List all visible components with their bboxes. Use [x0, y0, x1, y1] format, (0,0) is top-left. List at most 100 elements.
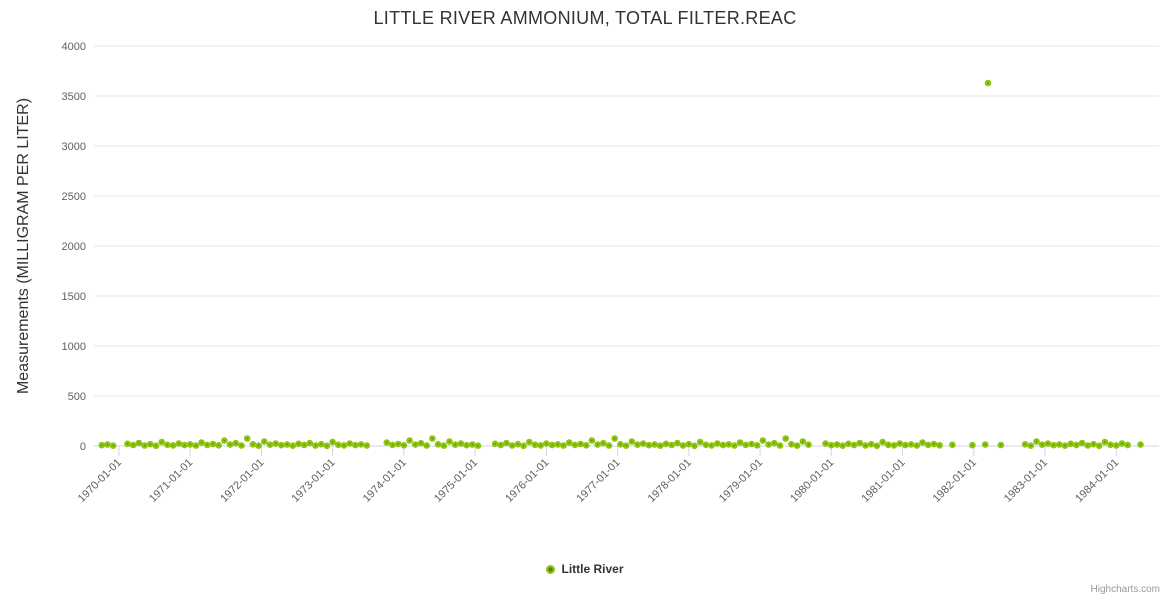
data-point[interactable]: [543, 440, 550, 447]
data-point[interactable]: [850, 441, 858, 449]
data-point[interactable]: [346, 440, 354, 447]
data-point[interactable]: [577, 440, 584, 448]
data-point[interactable]: [434, 440, 442, 448]
data-point[interactable]: [417, 439, 425, 447]
data-point[interactable]: [679, 442, 687, 449]
data-point[interactable]: [147, 440, 154, 448]
data-point[interactable]: [702, 441, 710, 449]
data-point[interactable]: [232, 439, 240, 447]
data-point[interactable]: [406, 437, 413, 444]
data-point[interactable]: [605, 442, 613, 449]
data-point[interactable]: [696, 438, 704, 446]
data-point[interactable]: [1027, 442, 1035, 450]
data-point[interactable]: [753, 441, 761, 449]
data-point[interactable]: [582, 441, 590, 449]
data-point[interactable]: [1067, 440, 1074, 448]
data-point[interactable]: [748, 440, 755, 448]
data-point[interactable]: [594, 441, 601, 448]
data-point[interactable]: [1137, 441, 1144, 448]
data-point[interactable]: [1118, 440, 1126, 447]
data-point[interactable]: [1124, 441, 1131, 449]
data-point[interactable]: [713, 440, 721, 447]
data-point[interactable]: [879, 438, 886, 446]
data-point[interactable]: [243, 435, 251, 442]
data-point[interactable]: [1050, 441, 1057, 449]
data-point[interactable]: [334, 441, 342, 449]
data-point[interactable]: [300, 441, 308, 449]
data-point[interactable]: [272, 440, 280, 447]
data-point[interactable]: [924, 441, 932, 449]
data-point[interactable]: [141, 442, 148, 449]
data-point[interactable]: [1033, 438, 1040, 445]
data-point[interactable]: [668, 441, 676, 449]
data-point[interactable]: [651, 441, 658, 448]
data-point[interactable]: [833, 441, 841, 448]
data-point[interactable]: [255, 442, 262, 450]
data-point[interactable]: [278, 441, 285, 449]
data-point[interactable]: [468, 441, 476, 448]
data-point[interactable]: [457, 440, 465, 447]
data-point[interactable]: [129, 441, 137, 449]
data-point[interactable]: [805, 441, 812, 449]
data-point[interactable]: [411, 441, 419, 448]
data-point[interactable]: [856, 439, 864, 447]
data-point[interactable]: [340, 442, 348, 449]
data-point[interactable]: [759, 437, 767, 444]
data-point[interactable]: [423, 442, 431, 449]
data-point[interactable]: [1044, 440, 1052, 447]
data-point[interactable]: [451, 441, 459, 449]
data-point[interactable]: [508, 442, 516, 449]
data-point[interactable]: [776, 442, 784, 449]
data-point[interactable]: [169, 442, 177, 449]
data-point[interactable]: [289, 442, 297, 450]
data-point[interactable]: [503, 439, 510, 447]
data-point[interactable]: [1038, 441, 1046, 449]
data-point[interactable]: [446, 438, 453, 445]
data-point[interactable]: [571, 441, 579, 449]
data-point[interactable]: [685, 440, 693, 448]
data-point[interactable]: [312, 442, 319, 449]
data-point[interactable]: [936, 441, 943, 449]
data-point[interactable]: [565, 439, 573, 446]
data-point[interactable]: [266, 441, 274, 449]
data-point[interactable]: [645, 441, 653, 449]
data-point[interactable]: [913, 442, 921, 449]
data-point[interactable]: [474, 442, 482, 450]
data-point[interactable]: [1078, 439, 1086, 447]
data-point[interactable]: [827, 441, 835, 449]
data-point[interactable]: [383, 439, 391, 446]
data-point[interactable]: [708, 442, 715, 449]
data-point[interactable]: [588, 437, 596, 444]
data-point[interactable]: [158, 438, 165, 446]
data-point[interactable]: [736, 439, 744, 446]
data-point[interactable]: [204, 441, 211, 449]
data-point[interactable]: [295, 440, 302, 448]
data-point[interactable]: [260, 438, 268, 445]
data-point[interactable]: [186, 441, 194, 448]
data-point[interactable]: [1095, 442, 1103, 450]
highcharts-credits-link[interactable]: Highcharts.com: [1090, 584, 1160, 595]
data-point[interactable]: [1090, 440, 1097, 448]
data-point[interactable]: [873, 442, 881, 450]
data-point[interactable]: [930, 440, 938, 448]
data-point[interactable]: [491, 440, 499, 448]
data-point[interactable]: [164, 441, 171, 449]
data-point[interactable]: [674, 439, 681, 447]
data-point[interactable]: [531, 441, 539, 449]
data-point[interactable]: [352, 441, 359, 449]
data-point[interactable]: [839, 442, 847, 450]
data-point[interactable]: [599, 439, 607, 447]
data-point[interactable]: [981, 441, 989, 448]
data-point[interactable]: [793, 442, 801, 450]
data-point[interactable]: [1061, 442, 1069, 450]
data-point[interactable]: [997, 441, 1005, 449]
data-point[interactable]: [554, 441, 562, 448]
data-point[interactable]: [520, 442, 527, 450]
data-point[interactable]: [907, 441, 915, 448]
data-point[interactable]: [845, 440, 852, 448]
data-point[interactable]: [799, 438, 807, 445]
data-point[interactable]: [765, 441, 772, 448]
legend-item-little-river[interactable]: Little River: [0, 562, 1170, 576]
data-point[interactable]: [884, 441, 892, 449]
data-point[interactable]: [514, 440, 522, 448]
